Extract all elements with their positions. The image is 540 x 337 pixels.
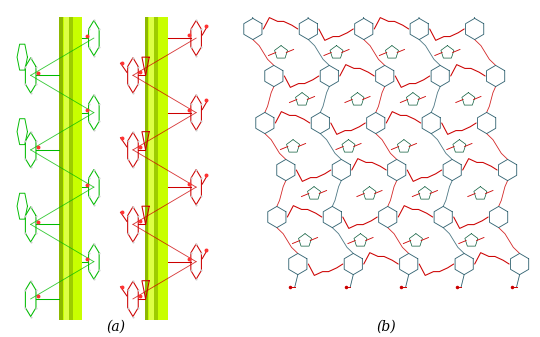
Bar bbox=[69, 14, 72, 323]
Bar bbox=[154, 14, 158, 323]
Bar bbox=[145, 14, 168, 323]
Bar bbox=[64, 14, 70, 323]
Bar bbox=[59, 14, 63, 323]
Bar bbox=[59, 14, 82, 323]
Text: (a): (a) bbox=[106, 319, 126, 334]
Bar bbox=[145, 14, 148, 323]
Text: (b): (b) bbox=[376, 319, 396, 334]
Bar bbox=[149, 14, 155, 323]
